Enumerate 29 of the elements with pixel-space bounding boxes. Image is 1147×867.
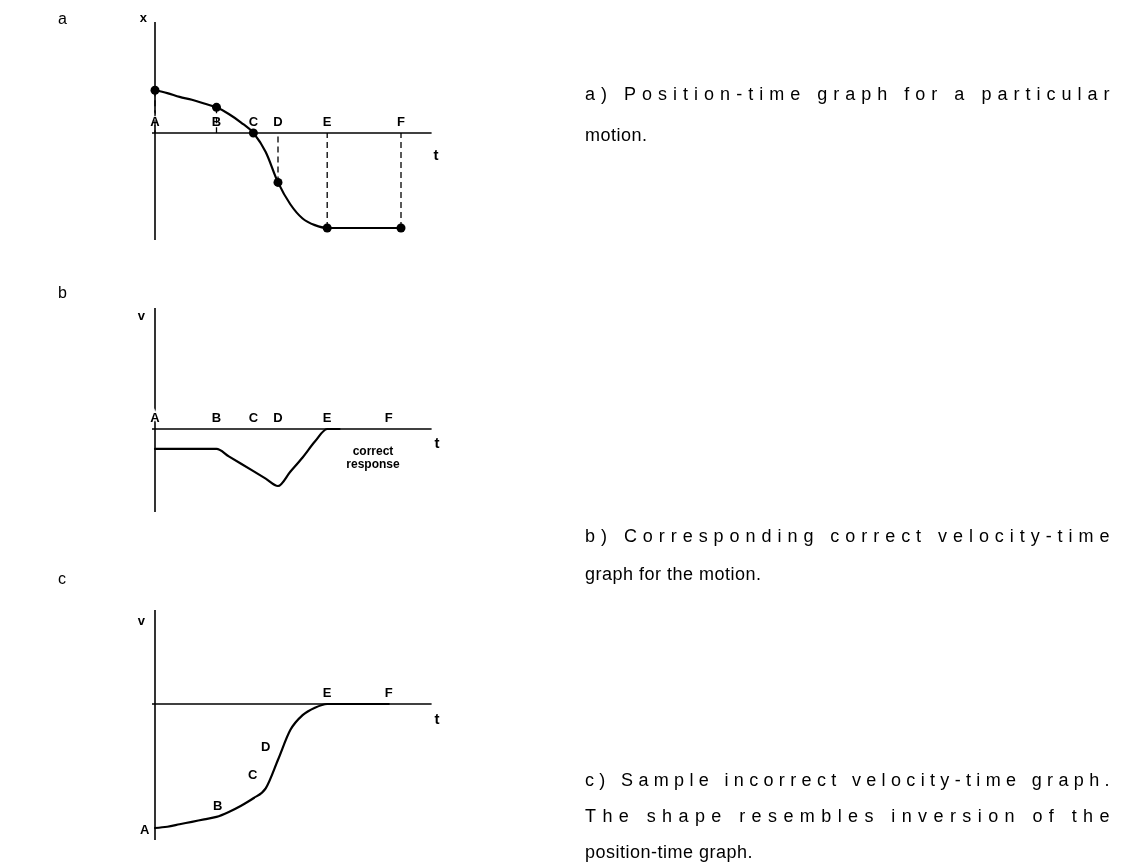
- x-tick-label: E: [322, 114, 332, 129]
- x-tick-label: D: [273, 114, 283, 129]
- x-tick-label: C: [248, 114, 259, 129]
- x-tick-label: B: [211, 410, 222, 425]
- annotation: C: [248, 767, 258, 782]
- x-tick-label: D: [273, 410, 283, 425]
- x-tick-label: B: [211, 114, 222, 129]
- text: b) Corresponding correct velocity-time graph for the motion.: [585, 526, 1110, 584]
- annotation: B: [213, 798, 223, 813]
- y-axis-title: x: [139, 10, 148, 25]
- text: c) Sample incorrect velocity-time graph. The shape resembles inversion of the position-time graph.: [585, 770, 1110, 862]
- y-axis-title: v: [137, 613, 146, 628]
- annotation: D: [261, 739, 271, 754]
- x-tick-label: F: [397, 114, 406, 129]
- x-tick-label: C: [248, 410, 259, 425]
- y-axis-title: v: [137, 308, 146, 323]
- x-axis-title: t: [434, 710, 440, 727]
- x-axis-title: t: [433, 146, 439, 163]
- chart-title: a: [58, 10, 67, 27]
- x-tick-label: E: [322, 685, 332, 700]
- x-axis-title: t: [434, 434, 440, 451]
- chart-title: b: [58, 284, 67, 301]
- text: A: [140, 822, 150, 837]
- x-tick-label: F: [384, 685, 393, 700]
- chart-title: c: [58, 570, 66, 587]
- text: a) Position-time graph for a particular motion.: [585, 84, 1110, 145]
- x-tick-label: F: [384, 410, 393, 425]
- x-tick-label: E: [322, 410, 332, 425]
- annotation: correct response: [346, 444, 400, 471]
